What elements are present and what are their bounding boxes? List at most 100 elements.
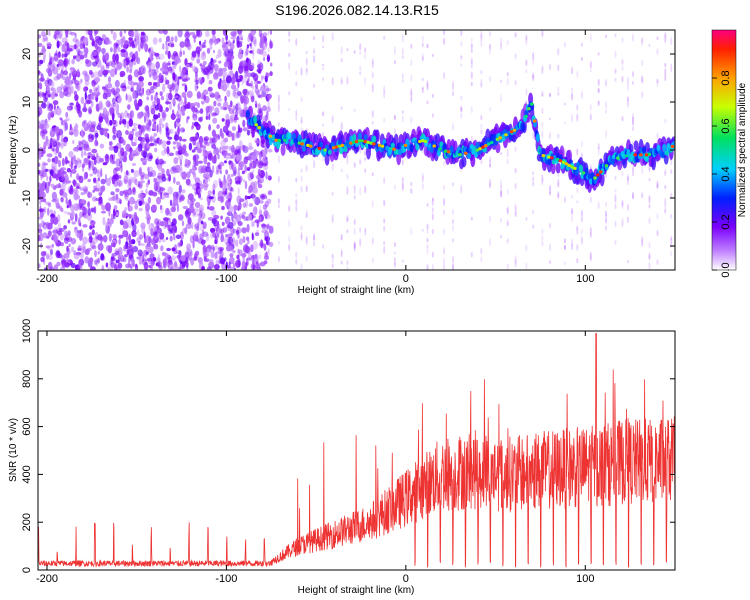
spectrogram-noise-cell xyxy=(115,53,119,62)
spectrogram-streak-cell xyxy=(346,215,349,221)
spectrogram-noise-cell xyxy=(39,72,43,76)
spectrogram-noise-cell xyxy=(162,217,169,222)
spectrogram-noise-cell xyxy=(82,224,88,228)
colorbar-tick-label: 0.0 xyxy=(720,262,732,277)
spectrogram-noise-cell xyxy=(163,191,166,197)
spectrogram-noise-cell xyxy=(60,133,64,141)
spectrogram-streak-cell xyxy=(621,65,624,72)
spectrogram-signal-peak xyxy=(366,140,371,144)
spectrogram-streak-cell xyxy=(506,222,509,226)
spectrogram-noise-cell xyxy=(254,100,257,105)
spectrogram-streak-cell xyxy=(431,213,434,221)
spectrogram-streak-cell xyxy=(359,238,362,247)
spectrogram-noise-cell xyxy=(173,176,176,184)
spectrogram-noise-cell xyxy=(111,60,116,68)
spectrogram-noise-cell xyxy=(116,130,122,139)
spectrogram-streak-cell xyxy=(313,54,316,64)
spectrogram-streak-cell xyxy=(443,257,446,266)
spectrogram-streak-cell xyxy=(452,238,454,243)
spectrogram-noise-cell xyxy=(200,220,204,225)
spectrogram-streak-cell xyxy=(346,217,349,223)
spectrogram-signal-cell xyxy=(589,178,593,185)
spectrogram-streak-cell xyxy=(541,130,544,139)
spectrogram-noise-cell xyxy=(83,157,88,163)
spectrogram-noise-cell xyxy=(93,85,96,94)
spectrogram-noise-cell xyxy=(243,216,247,222)
spectrogram-noise-cell xyxy=(132,213,136,222)
spectrogram-streak-cell xyxy=(371,110,374,118)
spectrogram-noise-cell xyxy=(48,30,51,36)
spectrogram-noise-cell xyxy=(76,50,83,56)
spectrogram-signal-peak xyxy=(354,140,359,144)
spectrogram-noise-cell xyxy=(158,30,164,34)
spectrogram-streak-cell xyxy=(664,62,667,68)
spectrogram-noise-cell xyxy=(156,156,159,163)
spectrogram-noise-cell xyxy=(123,30,127,34)
spectrogram-noise-cell xyxy=(46,175,49,181)
spectrogram-streak-cell xyxy=(426,43,429,48)
y-tick-label: 400 xyxy=(21,465,33,483)
spectrogram-noise-cell xyxy=(111,97,116,105)
spectrogram-streak-cell xyxy=(259,243,262,247)
spectrogram-noise-cell xyxy=(123,175,129,185)
spectrogram-noise-cell xyxy=(270,62,273,67)
spectrogram-streak-cell xyxy=(393,185,396,190)
spectrogram-noise-cell xyxy=(179,231,184,240)
spectrogram-noise-cell xyxy=(267,175,272,181)
spectrogram-signal-cell xyxy=(584,167,589,177)
spectrogram-noise-cell xyxy=(225,41,228,45)
spectrogram-noise-cell xyxy=(91,50,98,57)
y-tick-label: 600 xyxy=(21,417,33,435)
spectrogram-streak-cell xyxy=(670,236,673,241)
spectrogram-streak-cell xyxy=(500,234,503,239)
spectrogram-signal-cell xyxy=(395,149,400,155)
spectrogram-noise-cell xyxy=(83,36,89,45)
spectrogram-streak-cell xyxy=(648,254,651,261)
spectrogram-streak-cell xyxy=(401,73,404,80)
spectrogram-signal-halo xyxy=(599,171,605,187)
spectrogram-noise-cell xyxy=(159,125,162,135)
spectrogram-x-label: Height of straight line (km) xyxy=(298,285,415,296)
spectrogram-noise-cell xyxy=(238,127,243,133)
spectrogram-streak-cell xyxy=(541,121,544,129)
spectrogram-noise-cell xyxy=(219,146,222,154)
spectrogram-noise-cell xyxy=(262,116,267,120)
spectrogram-streak-cell xyxy=(641,238,644,247)
spectrogram-noise-cell xyxy=(153,51,156,56)
spectrogram-noise-cell xyxy=(264,236,271,242)
spectrogram-streak-cell xyxy=(331,214,334,224)
spectrogram-streak-cell xyxy=(597,100,600,107)
spectrogram-noise-cell xyxy=(198,165,204,174)
spectrogram-streak-cell xyxy=(597,146,600,150)
spectrogram-noise-cell xyxy=(146,217,150,225)
spectrogram-signal-peak xyxy=(489,140,494,145)
spectrogram-noise-cell xyxy=(244,199,249,208)
spectrogram-streak-cell xyxy=(549,132,551,140)
y-tick-label: 0 xyxy=(21,567,33,573)
spectrogram-noise-cell xyxy=(63,57,69,66)
spectrogram-noise-cell xyxy=(174,164,181,174)
spectrogram-noise-cell xyxy=(144,237,147,244)
spectrogram-noise-cell xyxy=(123,44,129,49)
spectrogram-noise-cell xyxy=(124,194,128,200)
spectrogram-noise-cell xyxy=(87,190,90,199)
spectrogram-streak-cell xyxy=(322,34,325,43)
spectrogram-streak-cell xyxy=(313,160,316,169)
spectrogram-noise-cell xyxy=(76,186,80,189)
spectrogram-noise-cell xyxy=(225,113,230,120)
spectrogram-noise-cell xyxy=(184,158,189,165)
spectrogram-noise-cell xyxy=(38,151,42,161)
spectrogram-streak-cell xyxy=(353,241,356,249)
spectrogram-noise-cell xyxy=(179,159,183,167)
spectrogram-streak-cell xyxy=(277,154,280,164)
spectrogram-noise-cell xyxy=(115,266,118,270)
spectrogram-streak-cell xyxy=(541,30,544,38)
spectrogram-streak-cell xyxy=(359,226,362,234)
spectrogram-streak-cell xyxy=(470,37,473,42)
spectrogram-streak-cell xyxy=(580,214,583,223)
spectrogram-streak-cell xyxy=(305,210,308,218)
spectrogram-noise-cell xyxy=(252,240,259,250)
spectrogram-noise-cell xyxy=(67,219,71,224)
spectrogram-noise-cell xyxy=(107,76,112,83)
spectrogram-noise-cell xyxy=(175,234,181,240)
